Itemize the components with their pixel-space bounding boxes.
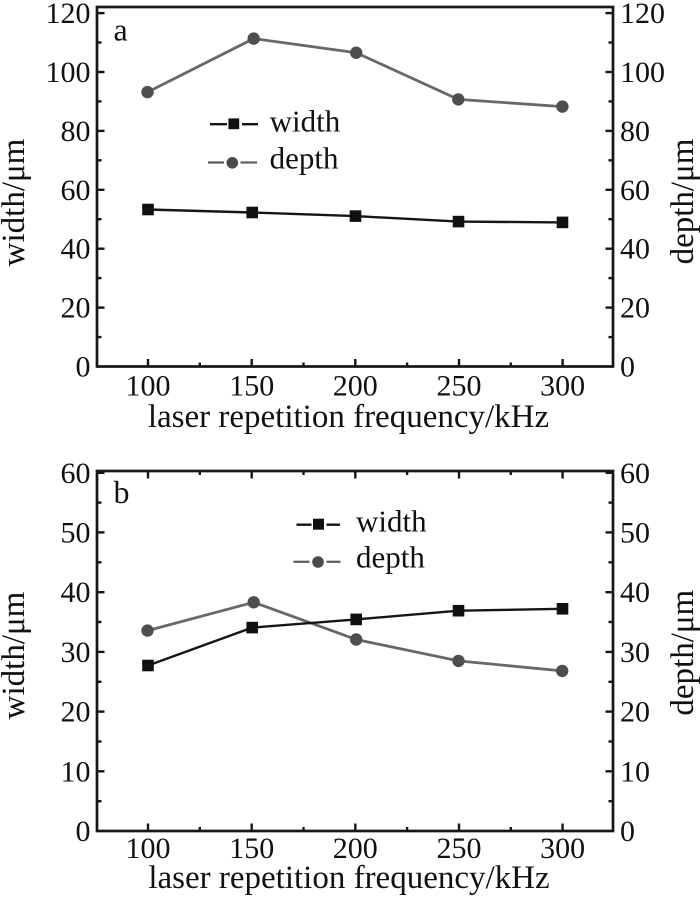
- svg-text:40: 40: [61, 576, 91, 609]
- svg-text:depth/μm: depth/μm: [665, 138, 700, 264]
- svg-text:200: 200: [333, 832, 378, 865]
- svg-text:120: 120: [620, 0, 665, 30]
- svg-text:30: 30: [61, 636, 91, 669]
- svg-text:20: 20: [620, 292, 650, 325]
- svg-text:depth: depth: [270, 141, 339, 176]
- svg-text:depth/μm: depth/μm: [665, 589, 700, 715]
- svg-text:60: 60: [61, 457, 91, 490]
- svg-text:depth: depth: [356, 539, 425, 574]
- svg-text:laser repetition frequency/kHz: laser repetition frequency/kHz: [148, 399, 549, 435]
- svg-text:60: 60: [61, 174, 91, 207]
- svg-text:150: 150: [229, 370, 274, 403]
- svg-text:300: 300: [540, 370, 585, 403]
- svg-text:laser repetition frequency/kHz: laser repetition frequency/kHz: [148, 860, 549, 896]
- svg-text:120: 120: [46, 0, 91, 30]
- svg-text:200: 200: [333, 370, 378, 403]
- svg-text:100: 100: [126, 832, 171, 865]
- svg-text:50: 50: [620, 516, 650, 549]
- svg-text:100: 100: [620, 56, 665, 89]
- svg-text:0: 0: [76, 815, 91, 848]
- svg-text:0: 0: [620, 815, 635, 848]
- svg-text:width: width: [356, 503, 427, 538]
- svg-text:50: 50: [61, 516, 91, 549]
- svg-text:20: 20: [61, 292, 91, 325]
- svg-text:60: 60: [620, 457, 650, 490]
- svg-text:0: 0: [76, 351, 91, 384]
- svg-text:40: 40: [61, 233, 91, 266]
- svg-text:40: 40: [620, 576, 650, 609]
- svg-text:10: 10: [61, 755, 91, 788]
- svg-text:20: 20: [620, 696, 650, 729]
- svg-text:80: 80: [61, 115, 91, 148]
- svg-text:250: 250: [437, 370, 482, 403]
- svg-text:a: a: [114, 12, 128, 48]
- svg-text:30: 30: [620, 636, 650, 669]
- svg-text:40: 40: [620, 233, 650, 266]
- svg-text:width: width: [270, 104, 341, 139]
- svg-text:150: 150: [229, 832, 274, 865]
- svg-text:width/μm: width/μm: [0, 138, 32, 266]
- svg-text:20: 20: [61, 696, 91, 729]
- svg-text:300: 300: [540, 832, 585, 865]
- svg-text:100: 100: [126, 370, 171, 403]
- svg-text:100: 100: [46, 56, 91, 89]
- svg-text:0: 0: [620, 351, 635, 384]
- svg-text:10: 10: [620, 755, 650, 788]
- svg-text:80: 80: [620, 115, 650, 148]
- svg-text:b: b: [114, 474, 130, 510]
- svg-text:60: 60: [620, 174, 650, 207]
- svg-text:250: 250: [437, 832, 482, 865]
- svg-text:width/μm: width/μm: [0, 591, 32, 719]
